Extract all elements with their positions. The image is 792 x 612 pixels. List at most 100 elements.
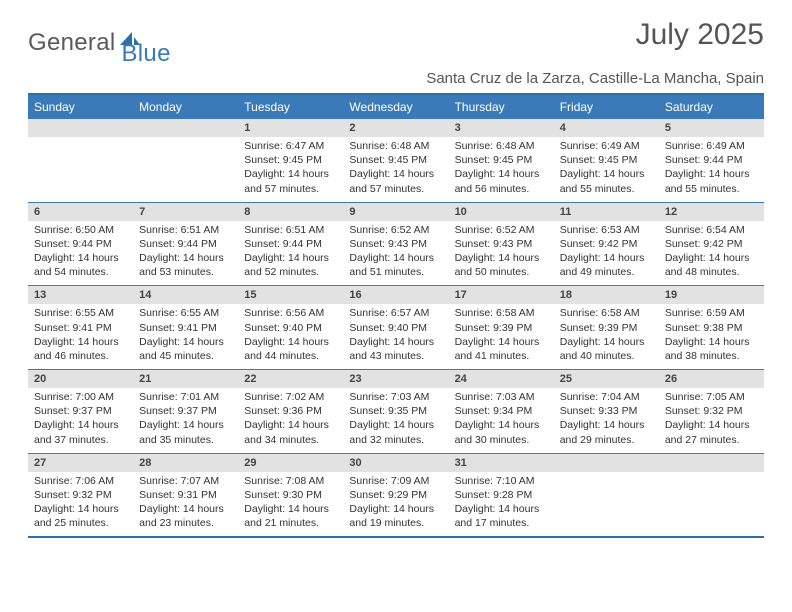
sunset-line: Sunset: 9:44 PM bbox=[238, 237, 343, 251]
daylight-line: and 27 minutes. bbox=[659, 433, 764, 447]
day-number: 2 bbox=[343, 119, 448, 137]
day-number: 1 bbox=[238, 119, 343, 137]
sunrise-line: Sunrise: 7:00 AM bbox=[28, 390, 133, 404]
day-cell: Sunrise: 7:01 AMSunset: 9:37 PMDaylight:… bbox=[133, 388, 238, 453]
calendar-grid: Sunday Monday Tuesday Wednesday Thursday… bbox=[28, 93, 764, 538]
sunset-line: Sunset: 9:45 PM bbox=[554, 153, 659, 167]
sunrise-line: Sunrise: 6:52 AM bbox=[449, 223, 554, 237]
day-number: 30 bbox=[343, 454, 448, 472]
daylight-line: and 54 minutes. bbox=[28, 265, 133, 279]
sunrise-line: Sunrise: 6:54 AM bbox=[659, 223, 764, 237]
daylight-line: and 41 minutes. bbox=[449, 349, 554, 363]
sunset-line: Sunset: 9:45 PM bbox=[343, 153, 448, 167]
day-number: 29 bbox=[238, 454, 343, 472]
day-number: 7 bbox=[133, 203, 238, 221]
sunset-line: Sunset: 9:29 PM bbox=[343, 488, 448, 502]
daynum-strip: 6789101112 bbox=[28, 203, 764, 221]
sunrise-line: Sunrise: 6:49 AM bbox=[554, 139, 659, 153]
sunrise-line: Sunrise: 6:55 AM bbox=[133, 306, 238, 320]
sunset-line: Sunset: 9:33 PM bbox=[554, 404, 659, 418]
sunset-line: Sunset: 9:41 PM bbox=[28, 321, 133, 335]
sunset-line: Sunset: 9:44 PM bbox=[133, 237, 238, 251]
sunrise-line: Sunrise: 7:07 AM bbox=[133, 474, 238, 488]
day-number: 12 bbox=[659, 203, 764, 221]
daylight-line: and 40 minutes. bbox=[554, 349, 659, 363]
week-row: 20212223242526Sunrise: 7:00 AMSunset: 9:… bbox=[28, 370, 764, 454]
day-cell: Sunrise: 6:50 AMSunset: 9:44 PMDaylight:… bbox=[28, 221, 133, 286]
daylight-line: Daylight: 14 hours bbox=[28, 251, 133, 265]
sunset-line: Sunset: 9:37 PM bbox=[28, 404, 133, 418]
sunrise-line: Sunrise: 6:58 AM bbox=[554, 306, 659, 320]
daylight-line: Daylight: 14 hours bbox=[238, 251, 343, 265]
sunset-line: Sunset: 9:43 PM bbox=[449, 237, 554, 251]
daylight-line: Daylight: 14 hours bbox=[659, 167, 764, 181]
day-cell: Sunrise: 6:52 AMSunset: 9:43 PMDaylight:… bbox=[343, 221, 448, 286]
sunrise-line: Sunrise: 7:04 AM bbox=[554, 390, 659, 404]
daylight-line: Daylight: 14 hours bbox=[554, 418, 659, 432]
day-cell: Sunrise: 7:04 AMSunset: 9:33 PMDaylight:… bbox=[554, 388, 659, 453]
sunrise-line: Sunrise: 7:01 AM bbox=[133, 390, 238, 404]
page-title: July 2025 bbox=[636, 18, 764, 52]
sunrise-line: Sunrise: 6:55 AM bbox=[28, 306, 133, 320]
sunrise-line: Sunrise: 6:47 AM bbox=[238, 139, 343, 153]
daylight-line: and 43 minutes. bbox=[343, 349, 448, 363]
sunrise-line: Sunrise: 6:51 AM bbox=[133, 223, 238, 237]
daylight-line: Daylight: 14 hours bbox=[449, 167, 554, 181]
day-number: 5 bbox=[659, 119, 764, 137]
logo-text-blue: Blue bbox=[121, 40, 170, 68]
week-row: 12345 Sunrise: 6:47 AMSunset: 9:45 PMDay… bbox=[28, 119, 764, 203]
daylight-line: and 29 minutes. bbox=[554, 433, 659, 447]
daylight-line: and 52 minutes. bbox=[238, 265, 343, 279]
daylight-line: and 55 minutes. bbox=[554, 182, 659, 196]
daynum-strip: 2728293031 bbox=[28, 454, 764, 472]
day-number: 4 bbox=[554, 119, 659, 137]
daynum-strip: 20212223242526 bbox=[28, 370, 764, 388]
daylight-line: and 19 minutes. bbox=[343, 516, 448, 530]
daylight-line: Daylight: 14 hours bbox=[659, 418, 764, 432]
day-cell: Sunrise: 6:58 AMSunset: 9:39 PMDaylight:… bbox=[554, 304, 659, 369]
day-cell: Sunrise: 6:48 AMSunset: 9:45 PMDaylight:… bbox=[343, 137, 448, 202]
daylight-line: and 23 minutes. bbox=[133, 516, 238, 530]
day-cell: Sunrise: 7:03 AMSunset: 9:34 PMDaylight:… bbox=[449, 388, 554, 453]
sunset-line: Sunset: 9:44 PM bbox=[659, 153, 764, 167]
daylight-line: and 37 minutes. bbox=[28, 433, 133, 447]
day-number: 16 bbox=[343, 286, 448, 304]
day-number: 18 bbox=[554, 286, 659, 304]
weekday-friday: Friday bbox=[554, 95, 659, 119]
sunset-line: Sunset: 9:31 PM bbox=[133, 488, 238, 502]
day-number: 28 bbox=[133, 454, 238, 472]
day-cell: Sunrise: 7:00 AMSunset: 9:37 PMDaylight:… bbox=[28, 388, 133, 453]
day-number: 27 bbox=[28, 454, 133, 472]
sunset-line: Sunset: 9:42 PM bbox=[659, 237, 764, 251]
day-cell: Sunrise: 6:55 AMSunset: 9:41 PMDaylight:… bbox=[133, 304, 238, 369]
daylight-line: Daylight: 14 hours bbox=[28, 335, 133, 349]
daylight-line: and 50 minutes. bbox=[449, 265, 554, 279]
day-number bbox=[554, 454, 659, 472]
daylight-line: Daylight: 14 hours bbox=[449, 335, 554, 349]
day-cell bbox=[28, 137, 133, 202]
day-number: 14 bbox=[133, 286, 238, 304]
daylight-line: and 32 minutes. bbox=[343, 433, 448, 447]
daynum-strip: 13141516171819 bbox=[28, 286, 764, 304]
day-cell: Sunrise: 6:56 AMSunset: 9:40 PMDaylight:… bbox=[238, 304, 343, 369]
daylight-line: Daylight: 14 hours bbox=[28, 502, 133, 516]
sunset-line: Sunset: 9:39 PM bbox=[449, 321, 554, 335]
sunset-line: Sunset: 9:45 PM bbox=[449, 153, 554, 167]
sunset-line: Sunset: 9:30 PM bbox=[238, 488, 343, 502]
day-number: 6 bbox=[28, 203, 133, 221]
day-number bbox=[659, 454, 764, 472]
sunset-line: Sunset: 9:28 PM bbox=[449, 488, 554, 502]
sunrise-line: Sunrise: 6:58 AM bbox=[449, 306, 554, 320]
day-cell: Sunrise: 6:51 AMSunset: 9:44 PMDaylight:… bbox=[238, 221, 343, 286]
week-row: 2728293031 Sunrise: 7:06 AMSunset: 9:32 … bbox=[28, 454, 764, 539]
day-cell: Sunrise: 6:55 AMSunset: 9:41 PMDaylight:… bbox=[28, 304, 133, 369]
sunset-line: Sunset: 9:40 PM bbox=[238, 321, 343, 335]
header-row: General Blue July 2025 bbox=[28, 18, 764, 68]
daylight-line: and 56 minutes. bbox=[449, 182, 554, 196]
sunrise-line: Sunrise: 6:57 AM bbox=[343, 306, 448, 320]
daylight-line: Daylight: 14 hours bbox=[659, 335, 764, 349]
title-block: July 2025 bbox=[636, 18, 764, 52]
day-cell: Sunrise: 6:53 AMSunset: 9:42 PMDaylight:… bbox=[554, 221, 659, 286]
sunrise-line: Sunrise: 6:52 AM bbox=[343, 223, 448, 237]
daylight-line: Daylight: 14 hours bbox=[449, 251, 554, 265]
